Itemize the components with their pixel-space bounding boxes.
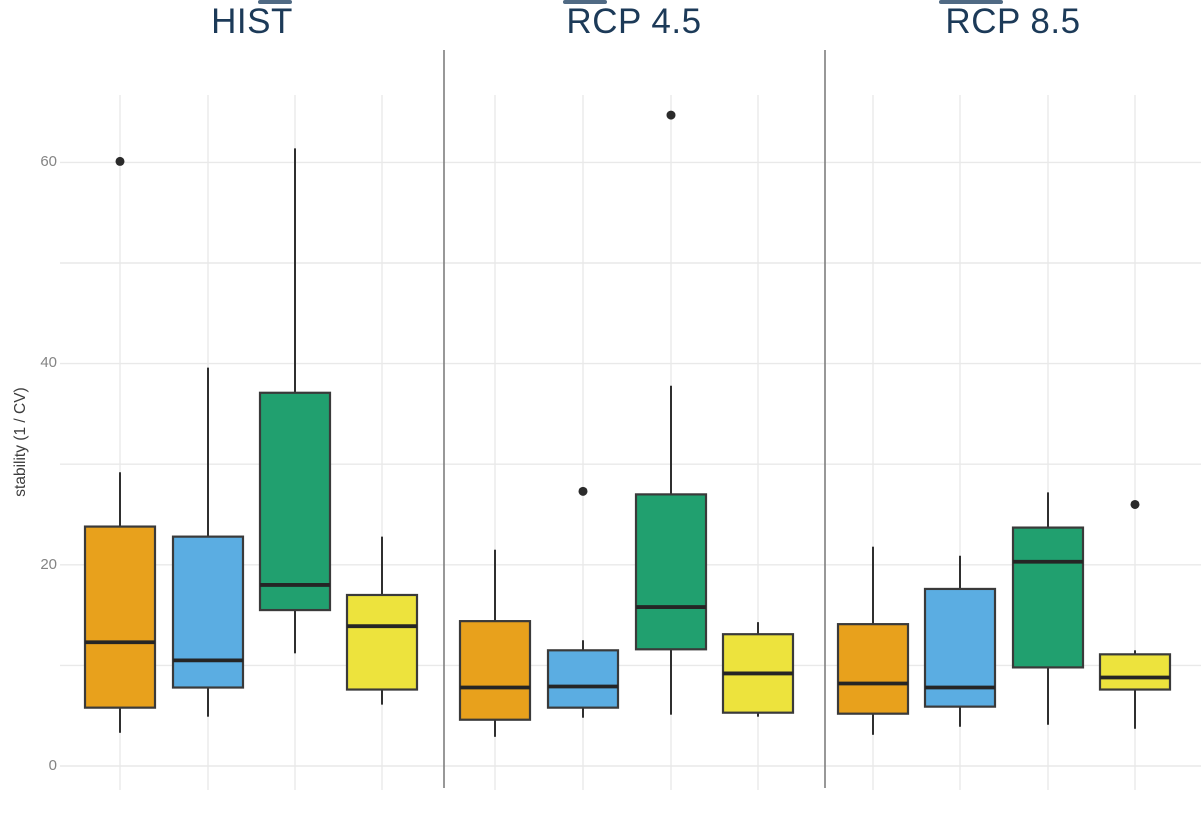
box-hist-yellow [345,593,419,691]
y-tick-label-20: 20 [40,556,57,573]
box-rcp85-yellow [1098,653,1172,691]
box-hist-blue [171,535,245,689]
box-rcp45-blue [546,649,620,709]
box-rcp45-orange [458,620,532,721]
y-tick-label-40: 40 [40,354,57,371]
cropped-text-artifact [939,0,1003,4]
outlier-rcp45-green [666,110,676,120]
y-tick-label-0: 0 [48,757,57,774]
outlier-hist-orange [115,156,125,166]
panel-title-rcp85: RCP 8.5 [945,2,1081,41]
y-axis-title: stability (1 / CV) [12,387,29,497]
box-hist-orange [83,525,157,709]
panel-title-rcp45: RCP 4.5 [566,2,702,41]
y-tick-label-60: 60 [40,153,57,170]
cropped-text-artifact [563,0,607,4]
outlier-rcp85-yellow [1130,499,1140,509]
box-rcp85-green [1011,526,1085,669]
box-rcp45-green [634,493,708,651]
cropped-text-artifact [258,0,292,4]
outlier-rcp45-blue [578,486,588,496]
box-rcp85-orange [836,623,910,715]
box-hist-green [258,391,332,612]
panel-title-hist: HIST [211,2,293,41]
